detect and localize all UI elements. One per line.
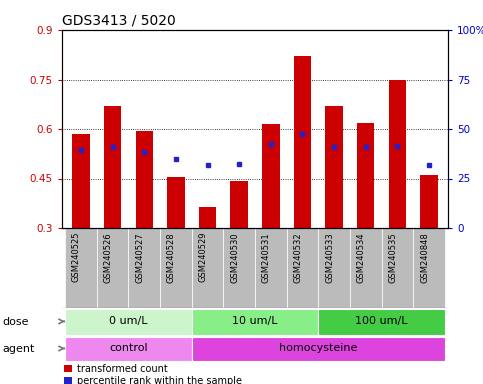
Bar [318,310,445,334]
Text: GSM240531: GSM240531 [262,232,271,283]
FancyBboxPatch shape [65,228,97,308]
Text: GSM240526: GSM240526 [104,232,113,283]
Bar [199,207,216,228]
FancyBboxPatch shape [382,228,413,308]
Text: 0 um/L: 0 um/L [109,316,148,326]
Text: GSM240530: GSM240530 [230,232,239,283]
Text: GSM240529: GSM240529 [199,232,208,283]
FancyBboxPatch shape [318,228,350,308]
Bar [357,123,374,228]
Bar [65,310,192,334]
Bar [167,177,185,228]
Bar [230,181,248,228]
Bar [294,56,311,228]
Bar [104,106,121,228]
FancyBboxPatch shape [255,228,286,308]
FancyBboxPatch shape [223,228,255,308]
Bar [262,124,280,228]
Text: GSM240532: GSM240532 [294,232,302,283]
Text: GSM240528: GSM240528 [167,232,176,283]
Bar [192,310,318,334]
Bar [136,131,153,228]
Bar [192,337,445,361]
FancyBboxPatch shape [286,228,318,308]
Text: percentile rank within the sample: percentile rank within the sample [77,376,242,384]
Text: homocysteine: homocysteine [279,343,357,354]
Text: GSM240533: GSM240533 [325,232,334,283]
Text: 100 um/L: 100 um/L [355,316,408,326]
Text: GSM240535: GSM240535 [388,232,398,283]
Text: 10 um/L: 10 um/L [232,316,278,326]
Text: GSM240848: GSM240848 [420,232,429,283]
Bar [65,337,192,361]
FancyBboxPatch shape [350,228,382,308]
Bar [420,175,438,228]
Text: agent: agent [2,344,34,354]
FancyBboxPatch shape [97,228,128,308]
Bar [326,106,343,228]
Bar [389,80,406,228]
Text: GSM240527: GSM240527 [135,232,144,283]
FancyBboxPatch shape [192,228,223,308]
Text: dose: dose [2,317,28,327]
Text: control: control [109,343,148,354]
Text: transformed count: transformed count [77,364,168,374]
Text: GDS3413 / 5020: GDS3413 / 5020 [62,13,176,27]
Bar [72,134,90,228]
FancyBboxPatch shape [160,228,192,308]
FancyBboxPatch shape [128,228,160,308]
Text: GSM240525: GSM240525 [72,232,81,283]
FancyBboxPatch shape [413,228,445,308]
Text: GSM240534: GSM240534 [357,232,366,283]
